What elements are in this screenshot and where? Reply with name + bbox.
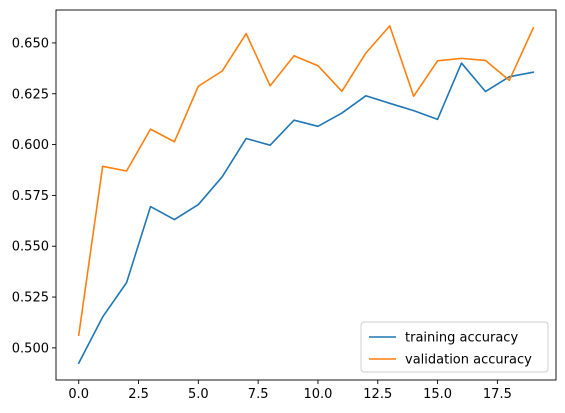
y-tick-label: 0.550 xyxy=(12,240,49,255)
x-tick-label: 10.0 xyxy=(303,387,332,402)
x-tick-label: 0.0 xyxy=(68,387,89,402)
series-line-validation-accuracy xyxy=(77,25,535,337)
y-tick-label: 0.625 xyxy=(12,87,49,102)
series-line-training-accuracy xyxy=(77,62,535,365)
legend-box xyxy=(360,321,549,373)
axes: 0.0 2.5 5.0 7.5 10.0 12.5 15.0 17.5 0.500 0.525 0.… xyxy=(12,9,557,402)
x-tick-label: 15.0 xyxy=(423,387,452,402)
x-tick-label: 7.5 xyxy=(248,387,269,402)
x-tick-label: 12.5 xyxy=(363,387,392,402)
x-tick-label: 5.0 xyxy=(188,387,209,402)
y-tick-label: 0.575 xyxy=(12,189,49,204)
plot-area xyxy=(77,25,535,365)
y-tick-label: 0.600 xyxy=(12,138,49,153)
y-tick-label: 0.650 xyxy=(12,36,49,51)
y-tick-label: 0.500 xyxy=(12,341,49,356)
x-tick-label: 2.5 xyxy=(128,387,149,402)
y-tick-label: 0.525 xyxy=(12,291,49,306)
legend-label: validation accuracy xyxy=(405,353,532,368)
x-tick-label: 17.5 xyxy=(483,387,512,402)
legend: training accuracy validation accuracy xyxy=(360,321,549,373)
legend-label: training accuracy xyxy=(405,331,518,346)
